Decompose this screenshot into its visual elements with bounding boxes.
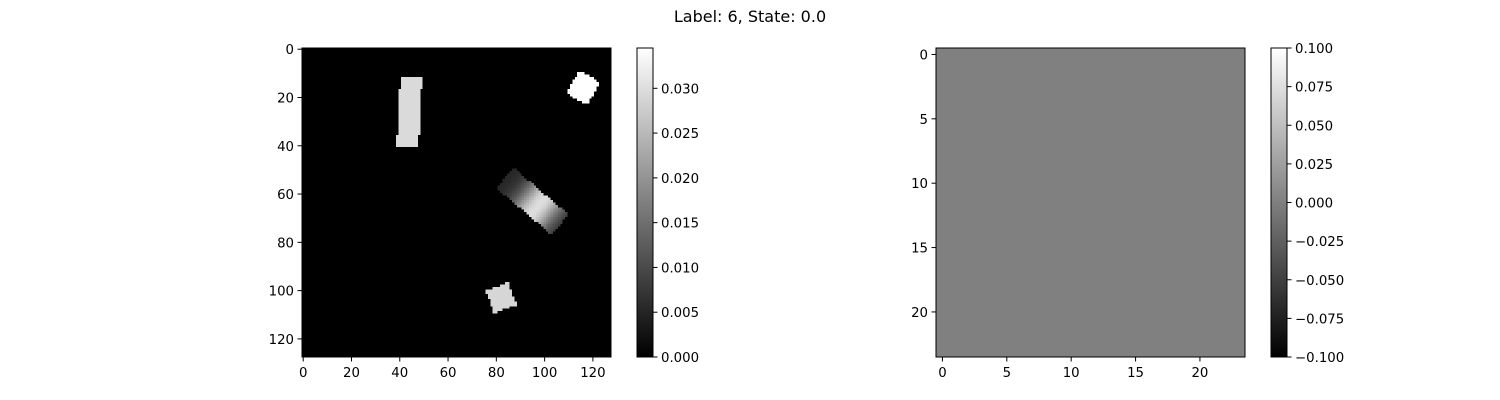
left-x-tick-label: 0	[299, 366, 307, 381]
right-y-tick-label: 0	[920, 48, 928, 63]
left-axes-frame	[301, 47, 612, 358]
right-x-tick-label: 15	[1127, 366, 1144, 381]
left-colorbar-tick-label: 0.020	[661, 172, 699, 187]
left-y-tick-label: 0	[286, 43, 294, 58]
right-colorbar-gradient-wrap	[1271, 48, 1287, 357]
right-y-tick-label: 5	[920, 113, 928, 128]
left-x-axis: 0 20 40 60 80 100 120	[299, 357, 606, 381]
right-colorbar-tick-label: −0.100	[1295, 351, 1344, 366]
right-x-axis: 0 5 10 15 20	[938, 357, 1208, 381]
right-y-tick-label: 15	[911, 242, 928, 257]
right-colorbar-tick-label: −0.025	[1295, 235, 1344, 250]
left-x-tick-label: 20	[343, 366, 360, 381]
right-heatmap-image	[936, 48, 1245, 357]
left-colorbar-gradient	[637, 48, 653, 357]
right-colorbar-tick-label: 0.075	[1295, 81, 1333, 96]
left-x-tick-label: 120	[580, 366, 605, 381]
left-heatmap-image	[302, 48, 611, 357]
right-colorbar-gradient	[1271, 48, 1287, 357]
left-y-tick-label: 100	[269, 285, 294, 300]
left-colorbar: 0.000 0.005 0.010 0.015 0.020 0.025 0.030	[636, 47, 699, 366]
left-x-tick-label: 40	[391, 366, 408, 381]
left-colorbar-tick-label: 0.030	[661, 82, 699, 97]
right-heatmap-panel: 0 5 10 15 20 0 5 10 15 20	[911, 47, 1246, 381]
left-colorbar-tick-label: 0.025	[661, 127, 699, 142]
right-x-tick-label: 5	[1003, 366, 1011, 381]
left-heatmap-panel: 0 20 40 60 80 100 120 0 20 40 60 80 100 120	[269, 43, 612, 381]
right-colorbar-tick-label: 0.000	[1295, 197, 1333, 212]
left-colorbar-tick-label: 0.015	[661, 217, 699, 232]
right-x-tick-label: 10	[1063, 366, 1080, 381]
right-colorbar-tick-label: 0.100	[1295, 42, 1333, 57]
right-x-tick-label: 0	[938, 366, 946, 381]
left-colorbar-gradient-wrap	[637, 48, 653, 357]
left-x-tick-label: 80	[488, 366, 505, 381]
left-y-tick-label: 80	[277, 236, 294, 251]
right-x-tick-label: 20	[1191, 366, 1208, 381]
right-colorbar: −0.100 −0.075 −0.050 −0.025 0.000 0.025 0.050 0…	[1270, 42, 1344, 366]
left-y-tick-label: 20	[277, 91, 294, 106]
left-y-tick-label: 120	[269, 333, 294, 348]
right-colorbar-ticks: −0.100 −0.075 −0.050 −0.025 0.000 0.025 0.050 0…	[1287, 42, 1344, 366]
right-colorbar-tick-label: −0.075	[1295, 312, 1344, 327]
right-colorbar-tick-label: 0.050	[1295, 119, 1333, 134]
left-y-tick-label: 40	[277, 140, 294, 155]
left-colorbar-ticks: 0.000 0.005 0.010 0.015 0.020 0.025 0.030	[653, 82, 699, 366]
right-y-axis: 0 5 10 15 20	[911, 48, 936, 321]
right-y-tick-label: 20	[911, 306, 928, 321]
left-colorbar-frame	[636, 47, 654, 358]
figure-suptitle: Label: 6, State: 0.0	[674, 7, 826, 26]
left-y-axis: 0 20 40 60 80 100 120	[269, 43, 302, 348]
left-x-tick-label: 60	[440, 366, 457, 381]
right-colorbar-tick-label: 0.025	[1295, 158, 1333, 173]
right-axes-frame	[935, 47, 1246, 358]
left-colorbar-tick-label: 0.005	[661, 306, 699, 321]
left-colorbar-tick-label: 0.000	[661, 351, 699, 366]
left-heatmap-image-wrap	[302, 48, 611, 357]
left-x-tick-label: 100	[532, 366, 557, 381]
right-y-tick-label: 10	[911, 177, 928, 192]
left-y-tick-label: 60	[277, 188, 294, 203]
right-colorbar-tick-label: −0.050	[1295, 274, 1344, 289]
left-colorbar-tick-label: 0.010	[661, 261, 699, 276]
